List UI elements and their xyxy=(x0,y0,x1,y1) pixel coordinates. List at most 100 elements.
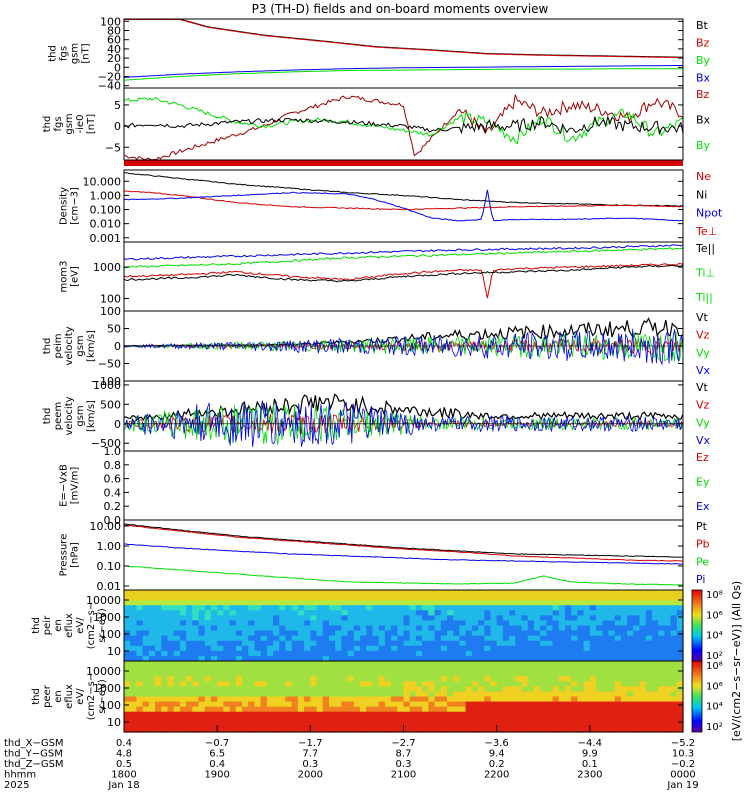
spectrogram-cell xyxy=(676,706,684,713)
spectrogram-cell xyxy=(353,706,361,713)
spectrogram-cell xyxy=(316,666,324,672)
spectrogram-cell xyxy=(297,681,305,687)
spectrogram-cell xyxy=(391,676,398,682)
spectrogram-cell xyxy=(198,655,206,662)
spectrogram-cell xyxy=(428,721,436,728)
spectrogram-cell xyxy=(198,635,206,642)
spectrogram-cell xyxy=(291,726,299,733)
spectrogram-cell xyxy=(540,666,547,672)
spectrogram-cell xyxy=(478,640,485,647)
ylabel-peer: thdpeerenefluxeV/(cm2−s−sr−eV) xyxy=(31,673,108,720)
spectrogram-cell xyxy=(453,676,460,682)
spectrogram-cell xyxy=(540,655,547,662)
spectrogram-cell xyxy=(496,610,504,616)
spectrogram-cell xyxy=(540,640,547,647)
spectrogram-cell xyxy=(384,615,392,622)
spectrogram-cell xyxy=(440,610,448,616)
spectrogram-cell xyxy=(558,600,566,606)
spectrogram-cell xyxy=(173,620,181,627)
spectrogram-cell xyxy=(521,706,529,713)
spectrogram-cell xyxy=(285,635,293,642)
spectrogram-cell xyxy=(459,726,467,733)
spectrogram-cell xyxy=(664,630,672,637)
spectrogram-cell xyxy=(453,610,460,616)
spectrogram-cell xyxy=(148,676,156,682)
spectrogram-cell xyxy=(639,671,647,677)
spectrogram-cell xyxy=(633,645,641,652)
spectrogram-cell xyxy=(242,595,249,601)
spectrogram-cell xyxy=(658,681,665,687)
spectrogram-cell xyxy=(235,625,243,632)
spectrogram-cell xyxy=(540,630,547,637)
ylabel-fgs: thdfgsgsm[nT] xyxy=(48,43,92,64)
spectrogram-cell xyxy=(248,635,256,642)
spectrogram-cell xyxy=(614,701,622,708)
spectrogram-cell xyxy=(335,711,342,718)
spectrogram-cell xyxy=(428,726,436,733)
spectrogram-cell xyxy=(428,716,436,723)
spectrogram-cell xyxy=(366,671,374,677)
spectrogram-cell xyxy=(509,706,516,713)
xtick-label: 0.3 xyxy=(396,759,412,770)
spectrogram-cell xyxy=(161,630,169,637)
spectrogram-cell xyxy=(397,661,405,667)
spectrogram-cell xyxy=(328,650,336,657)
spectrogram-cell xyxy=(440,595,448,601)
spectrogram-cell xyxy=(502,595,510,601)
spectrogram-cell xyxy=(589,706,597,713)
spectrogram-cell xyxy=(130,666,138,672)
spectrogram-cell xyxy=(440,676,448,682)
spectrogram-cell xyxy=(179,645,187,652)
spectrogram-cell xyxy=(403,671,411,677)
spectrogram-cell xyxy=(130,610,138,616)
spectrogram-cell xyxy=(633,625,641,632)
spectrogram-cell xyxy=(235,726,243,733)
spectrogram-cell xyxy=(335,696,342,703)
spectrogram-cell xyxy=(266,726,274,733)
spectrogram-cell xyxy=(235,635,243,642)
spectrogram-cell xyxy=(173,726,181,733)
spectrogram-cell xyxy=(651,605,659,611)
spectrogram-cell xyxy=(446,650,454,657)
spectrogram-cell xyxy=(664,600,672,606)
spectrogram-cell xyxy=(571,721,579,728)
spectrogram-cell xyxy=(161,706,169,713)
spectrogram-cell xyxy=(459,615,467,622)
spectrogram-cell xyxy=(142,625,150,632)
spectrogram-cell xyxy=(434,595,442,601)
spectrogram-cell xyxy=(620,661,628,667)
spectrogram-cell xyxy=(533,620,541,627)
spectrogram-cell xyxy=(391,681,398,687)
spectrogram-cell xyxy=(627,721,634,728)
spectrogram-cell xyxy=(564,706,572,713)
spectrogram-cell xyxy=(242,590,249,596)
spectrogram-cell xyxy=(192,620,200,627)
spectrogram-cell xyxy=(633,640,641,647)
spectrogram-cell xyxy=(428,595,436,601)
spectrogram-cell xyxy=(155,676,162,682)
spectrogram-cell xyxy=(173,696,181,703)
spectrogram-cell xyxy=(577,661,585,667)
spectrogram-cell xyxy=(602,661,610,667)
spectrogram-cell xyxy=(645,681,653,687)
spectrogram-cell xyxy=(422,615,429,622)
spectrogram-cell xyxy=(596,696,603,703)
spectrogram-cell xyxy=(291,671,299,677)
spectrogram-cell xyxy=(415,706,423,713)
spectrogram-cell xyxy=(273,661,280,667)
spectrogram-cell xyxy=(459,671,467,677)
spectrogram-cell xyxy=(633,716,641,723)
spectrogram-cell xyxy=(409,640,417,647)
spectrogram-cell xyxy=(446,691,454,698)
spectrogram-cell xyxy=(596,605,603,611)
spectrogram-cell xyxy=(266,610,274,616)
spectrogram-cell xyxy=(403,701,411,708)
spectrogram-cell xyxy=(229,610,237,616)
spectrogram-cell xyxy=(297,711,305,718)
spectrogram-cell xyxy=(540,590,547,596)
spectrogram-cell xyxy=(596,600,603,606)
spectrogram-cell xyxy=(627,686,634,693)
spectrogram-cell xyxy=(161,610,169,616)
spectrogram-cell xyxy=(403,605,411,611)
spectrogram-cell xyxy=(645,650,653,657)
